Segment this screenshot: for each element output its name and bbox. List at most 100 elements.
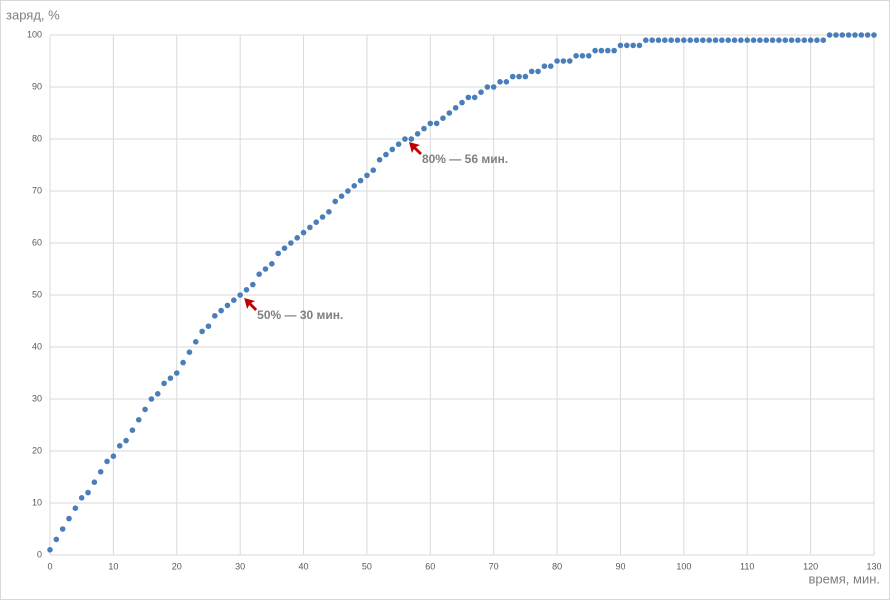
x-tick-label: 10 xyxy=(108,561,118,571)
data-point xyxy=(433,120,440,127)
data-point xyxy=(440,115,446,121)
data-point xyxy=(871,32,877,38)
data-point xyxy=(554,58,560,64)
data-point xyxy=(560,58,567,64)
data-point xyxy=(801,37,808,43)
x-tick-label: 40 xyxy=(299,561,309,571)
data-point xyxy=(541,63,548,69)
y-tick-label: 10 xyxy=(32,497,42,507)
data-point xyxy=(750,37,757,43)
data-point xyxy=(547,63,554,69)
data-point xyxy=(566,58,573,64)
data-point xyxy=(826,32,833,38)
data-point xyxy=(852,32,858,38)
data-point xyxy=(91,479,98,486)
data-point xyxy=(357,177,364,184)
data-point xyxy=(364,172,370,179)
y-axis-title: заряд, % xyxy=(6,7,60,22)
data-point xyxy=(104,458,110,465)
data-point xyxy=(47,547,53,553)
data-point xyxy=(611,47,617,54)
data-point xyxy=(224,302,231,309)
data-point xyxy=(598,47,605,54)
data-point xyxy=(414,131,421,137)
x-tick-label: 100 xyxy=(676,561,691,571)
y-tick-label: 90 xyxy=(32,81,42,91)
data-point xyxy=(326,209,332,215)
data-point xyxy=(706,37,712,43)
data-point xyxy=(579,53,586,59)
data-point xyxy=(858,32,865,38)
data-point xyxy=(351,183,358,189)
data-point xyxy=(262,266,269,272)
data-point xyxy=(668,37,674,43)
data-point xyxy=(199,328,205,335)
data-point xyxy=(782,37,789,43)
y-tick-label: 100 xyxy=(27,29,42,39)
data-point xyxy=(97,469,104,475)
data-point xyxy=(839,32,846,38)
x-tick-label: 70 xyxy=(489,561,499,571)
annotation-arrow xyxy=(408,142,422,155)
data-point xyxy=(535,68,541,75)
data-point xyxy=(395,141,402,147)
data-point xyxy=(161,380,167,387)
y-tick-label: 50 xyxy=(32,289,42,299)
data-point xyxy=(864,32,871,38)
data-point xyxy=(662,37,668,43)
data-point xyxy=(693,37,700,43)
data-point xyxy=(59,526,66,532)
data-point xyxy=(275,250,281,257)
data-point xyxy=(528,68,535,75)
data-point xyxy=(243,287,250,293)
data-point xyxy=(725,37,732,43)
data-point xyxy=(288,240,294,246)
data-point xyxy=(319,214,326,220)
y-tick-label: 80 xyxy=(32,133,42,143)
data-point xyxy=(763,37,770,43)
data-point xyxy=(744,37,751,43)
data-point xyxy=(167,375,174,382)
x-tick-label: 90 xyxy=(615,561,625,571)
data-point xyxy=(300,229,307,236)
data-point xyxy=(212,313,218,319)
data-point xyxy=(687,37,693,43)
data-point xyxy=(795,37,801,43)
data-point xyxy=(769,37,776,43)
data-point xyxy=(516,73,522,80)
data-point xyxy=(484,84,491,90)
data-point xyxy=(731,37,738,43)
data-point xyxy=(148,396,155,402)
data-point xyxy=(294,235,301,241)
data-point xyxy=(617,42,624,49)
data-point xyxy=(459,99,465,106)
data-point xyxy=(471,94,478,101)
x-tick-label: 60 xyxy=(425,561,435,571)
data-point xyxy=(776,37,782,43)
data-point xyxy=(624,42,630,49)
data-point xyxy=(307,224,313,231)
data-point xyxy=(72,505,79,512)
data-point xyxy=(738,37,744,43)
data-point xyxy=(478,89,484,95)
x-tick-label: 0 xyxy=(47,561,52,571)
x-tick-label: 120 xyxy=(803,561,818,571)
data-point xyxy=(636,42,643,49)
x-tick-label: 80 xyxy=(552,561,562,571)
data-point xyxy=(788,37,795,43)
data-point xyxy=(376,157,383,163)
data-point xyxy=(604,47,611,54)
x-tick-label: 20 xyxy=(172,561,182,571)
data-point xyxy=(490,84,497,90)
y-tick-label: 60 xyxy=(32,237,42,247)
data-point xyxy=(205,323,212,330)
data-point xyxy=(53,536,60,543)
data-point xyxy=(649,37,655,43)
data-point xyxy=(66,515,72,522)
data-point xyxy=(700,37,706,43)
data-point xyxy=(585,53,592,59)
data-point xyxy=(123,437,129,444)
data-point xyxy=(630,42,636,49)
data-point xyxy=(712,37,719,43)
